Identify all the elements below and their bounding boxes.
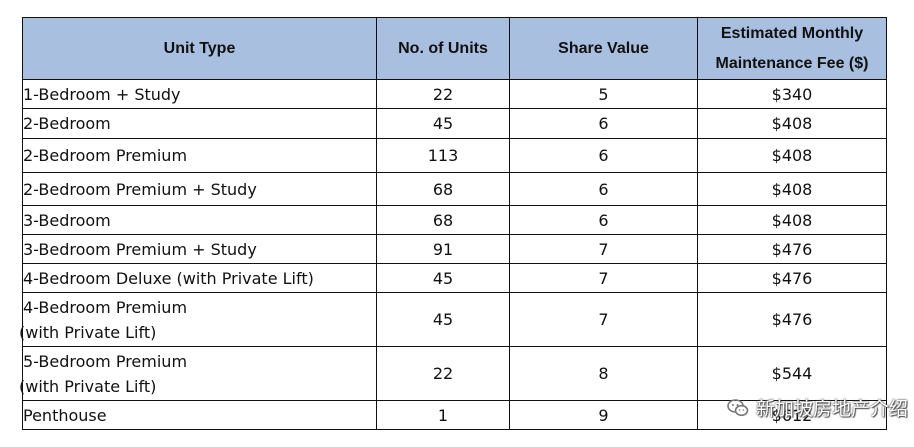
cell-unit-type: 3-Bedroom Premium + Study	[22, 234, 377, 264]
cell-units: 45	[376, 108, 510, 139]
unit-type-line1: 1-Bedroom + Study	[23, 84, 181, 104]
cell-units: 45	[376, 263, 510, 293]
cell-fee: $476	[697, 263, 887, 293]
cell-units: 22	[376, 346, 510, 401]
cell-fee: $476	[697, 292, 887, 347]
unit-type-line2: (with Private Lift)	[19, 376, 157, 396]
cell-unit-type: 2-Bedroom Premium + Study	[22, 172, 377, 206]
cell-share: 5	[509, 79, 698, 109]
cell-fee: $408	[697, 172, 887, 206]
unit-type-line1: 2-Bedroom Premium	[23, 146, 188, 165]
header-row: Unit Type No. of Units Share Value Estim…	[22, 17, 887, 80]
cell-unit-type: Penthouse	[22, 400, 377, 430]
unit-type-line1: 2-Bedroom	[23, 114, 111, 133]
table-row: 2-Bedroom Premium 113 6 $408	[22, 138, 887, 173]
unit-type-line1: 5-Bedroom Premium	[23, 351, 188, 371]
cell-fee: $476	[697, 234, 887, 264]
cell-share: 7	[509, 263, 698, 293]
cell-fee: $408	[697, 205, 887, 235]
table-row: 1-Bedroom + Study 22 5 $340	[22, 79, 887, 109]
wechat-icon	[727, 398, 749, 416]
cell-share: 6	[509, 108, 698, 139]
header-units: No. of Units	[376, 17, 510, 80]
cell-unit-type: 4-Bedroom Deluxe (with Private Lift)	[22, 263, 377, 293]
cell-unit-type: 1-Bedroom + Study	[22, 79, 377, 109]
unit-type-line1: 4-Bedroom Deluxe (with Private Lift)	[23, 268, 314, 288]
table-row: 3-Bedroom 68 6 $408	[22, 205, 887, 235]
cell-share: 6	[509, 205, 698, 235]
cell-units: 113	[376, 138, 510, 173]
cell-unit-type: 5-Bedroom Premium (with Private Lift)	[19, 346, 377, 401]
unit-type-line1: Penthouse	[23, 405, 107, 425]
header-fee: Estimated Monthly Maintenance Fee ($)	[697, 17, 887, 80]
table-row: 5-Bedroom Premium (with Private Lift) 22 8 $…	[19, 346, 887, 401]
header-share: Share Value	[509, 17, 698, 80]
header-fee-line2: Maintenance Fee ($)	[715, 54, 869, 72]
cell-unit-type: 2-Bedroom	[22, 108, 377, 139]
watermark-text: 新加坡房地产介绍	[755, 398, 908, 420]
unit-type-line1: 4-Bedroom Premium	[23, 297, 188, 317]
cell-units: 45	[376, 292, 510, 347]
cell-units: 91	[376, 234, 510, 264]
cell-share: 6	[509, 138, 698, 173]
cell-units: 68	[376, 172, 510, 206]
table-row: 2-Bedroom 45 6 $408	[22, 108, 887, 139]
unit-type-line1: 3-Bedroom	[23, 210, 111, 230]
cell-share: 6	[509, 172, 698, 206]
header-fee-line1: Estimated Monthly	[720, 24, 864, 42]
table-row: 2-Bedroom Premium + Study 68 6 $408	[22, 172, 887, 206]
table-row: Penthouse 1 9 $612	[22, 400, 887, 430]
cell-share: 9	[509, 400, 698, 430]
cell-units: 1	[376, 400, 510, 430]
unit-type-line1: 3-Bedroom Premium + Study	[23, 239, 257, 259]
unit-type-line2: (with Private Lift)	[19, 322, 157, 342]
header-unit-type: Unit Type	[22, 17, 377, 80]
cell-share: 8	[509, 346, 698, 401]
cell-units: 22	[376, 79, 510, 109]
table-row: 4-Bedroom Premium (with Private Lift) 45 7 $…	[19, 292, 887, 347]
unit-table: Unit Type No. of Units Share Value Estim…	[19, 17, 887, 430]
table-body: 1-Bedroom + Study 22 5 $340 2-Bedroom 45 6 $408…	[19, 79, 887, 430]
unit-type-line1: 2-Bedroom Premium + Study	[23, 179, 257, 199]
cell-units: 68	[376, 205, 510, 235]
cell-fee: $408	[697, 108, 887, 139]
table-row: 4-Bedroom Deluxe (with Private Lift) 45 7 $…	[22, 263, 887, 293]
cell-fee: $408	[697, 138, 887, 173]
cell-fee: $544	[697, 346, 887, 401]
cell-share: 7	[509, 292, 698, 347]
cell-unit-type: 3-Bedroom	[22, 205, 377, 235]
cell-unit-type: 2-Bedroom Premium	[22, 138, 377, 173]
table-row: 3-Bedroom Premium + Study 91 7 $476	[22, 234, 887, 264]
watermark: 新加坡房地产介绍	[726, 394, 908, 421]
cell-share: 7	[509, 234, 698, 264]
cell-fee: $340	[697, 79, 887, 109]
cell-unit-type: 4-Bedroom Premium (with Private Lift)	[19, 292, 377, 347]
